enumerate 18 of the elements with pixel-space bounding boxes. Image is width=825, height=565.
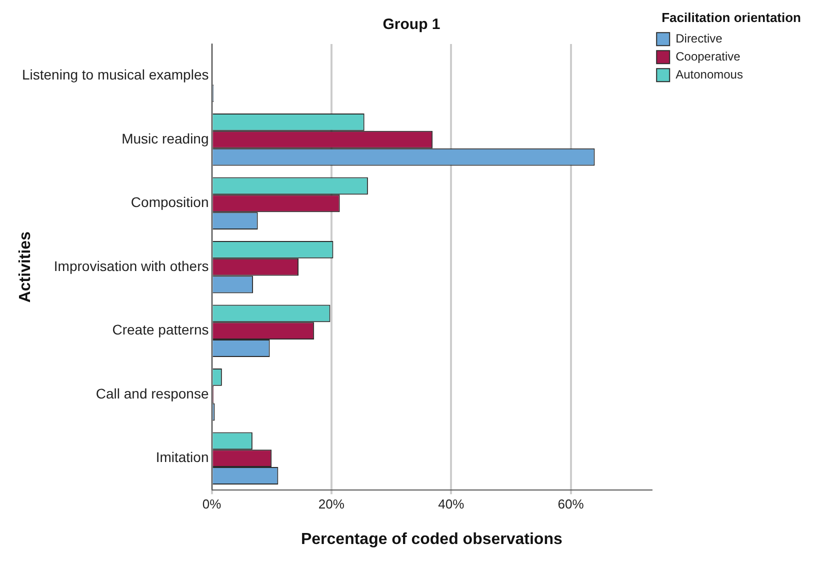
x-tick-label: 0% [202,496,222,512]
legend-title: Facilitation orientation [662,10,802,26]
x-tick-label: 20% [318,496,345,512]
y-axis-title: Activities [17,231,34,303]
y-tick-label: Call and response [96,385,209,402]
legend-label: Autonomous [676,67,743,82]
x-tick-label: 60% [558,496,584,512]
legend-label: Cooperative [676,49,741,64]
y-tick-label: Create patterns [112,322,209,338]
y-tick-label: Listening to musical examples [22,66,209,83]
x-tick-label: 40% [438,496,465,512]
chart-title: Group 1 [382,16,440,34]
y-tick-label: Improvisation with others [54,258,209,274]
y-tick-label: Imitation [156,449,209,466]
y-tick-label: Music reading [122,130,209,146]
legend-label: Directive [676,31,723,46]
x-axis-title: Percentage of coded observations [300,530,562,548]
y-tick-label: Composition [130,194,209,210]
